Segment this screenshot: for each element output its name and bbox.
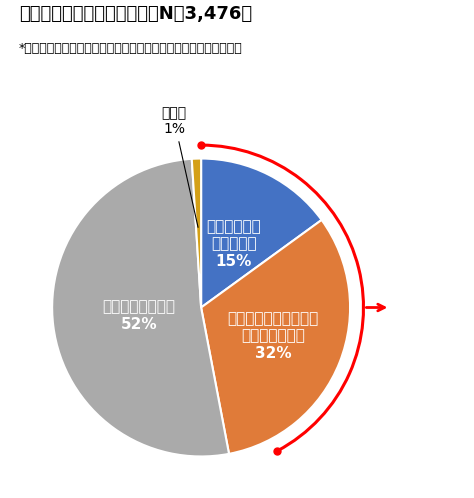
Wedge shape	[192, 158, 201, 307]
Wedge shape	[52, 159, 229, 457]
Text: 全く知らなかった
52%: 全く知らなかった 52%	[102, 299, 175, 332]
Text: 健康経営に対する認知度　（N＝3,476）: 健康経営に対する認知度 （N＝3,476）	[19, 5, 252, 23]
Text: 言葉も意味も
知っている
15%: 言葉も意味も 知っている 15%	[206, 219, 261, 269]
Wedge shape	[201, 158, 322, 307]
Text: *単一選択の設問に対し、複数回答している場合は未回答と扱った: *単一選択の設問に対し、複数回答している場合は未回答と扱った	[19, 42, 243, 55]
Wedge shape	[201, 220, 350, 454]
Text: 未回答
1%: 未回答 1%	[162, 106, 198, 228]
Text: 聞いたことがあるが、
内容は知らない
32%: 聞いたことがあるが、 内容は知らない 32%	[228, 311, 319, 361]
